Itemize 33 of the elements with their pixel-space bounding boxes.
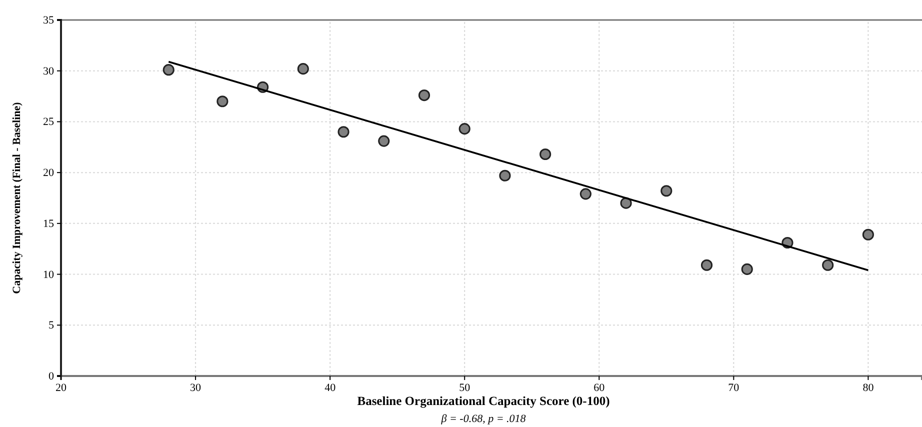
point — [620, 197, 632, 209]
point — [862, 228, 874, 240]
y-tick-label: 20 — [43, 167, 54, 180]
point — [162, 64, 174, 76]
point — [418, 89, 430, 102]
point — [378, 135, 390, 147]
point — [297, 63, 309, 75]
point — [660, 185, 672, 197]
text: β = -0.68, p = .018 — [440, 413, 526, 425]
point — [822, 259, 834, 271]
x-tick-label: 50 — [459, 382, 471, 394]
point — [580, 188, 592, 200]
y-tick-label: 10 — [43, 268, 54, 281]
point — [499, 170, 511, 182]
point — [458, 123, 470, 135]
point — [338, 126, 350, 138]
point — [700, 259, 713, 271]
y-tick-label: 30 — [43, 65, 54, 78]
y-tick-label: 35 — [43, 14, 54, 27]
y-axis-title: Capacity Improvement (Final - Baseline) — [11, 102, 23, 294]
y-tick-label: 5 — [48, 320, 54, 332]
x-tick-label: 30 — [190, 382, 202, 394]
x-tick-label: 80 — [862, 382, 874, 394]
point — [216, 96, 228, 108]
y-tick-label: 15 — [43, 218, 54, 230]
x-tick-label: 40 — [324, 382, 336, 394]
y-tick-label: 25 — [43, 116, 54, 128]
point — [741, 263, 753, 275]
y-tick-label: 0 — [48, 370, 54, 383]
x-tick-label: 70 — [728, 382, 740, 394]
x-tick-label: 60 — [594, 382, 606, 394]
x-axis-title: Baseline Organizational Capacity Score (0-100) — [357, 394, 610, 408]
point — [540, 148, 552, 160]
